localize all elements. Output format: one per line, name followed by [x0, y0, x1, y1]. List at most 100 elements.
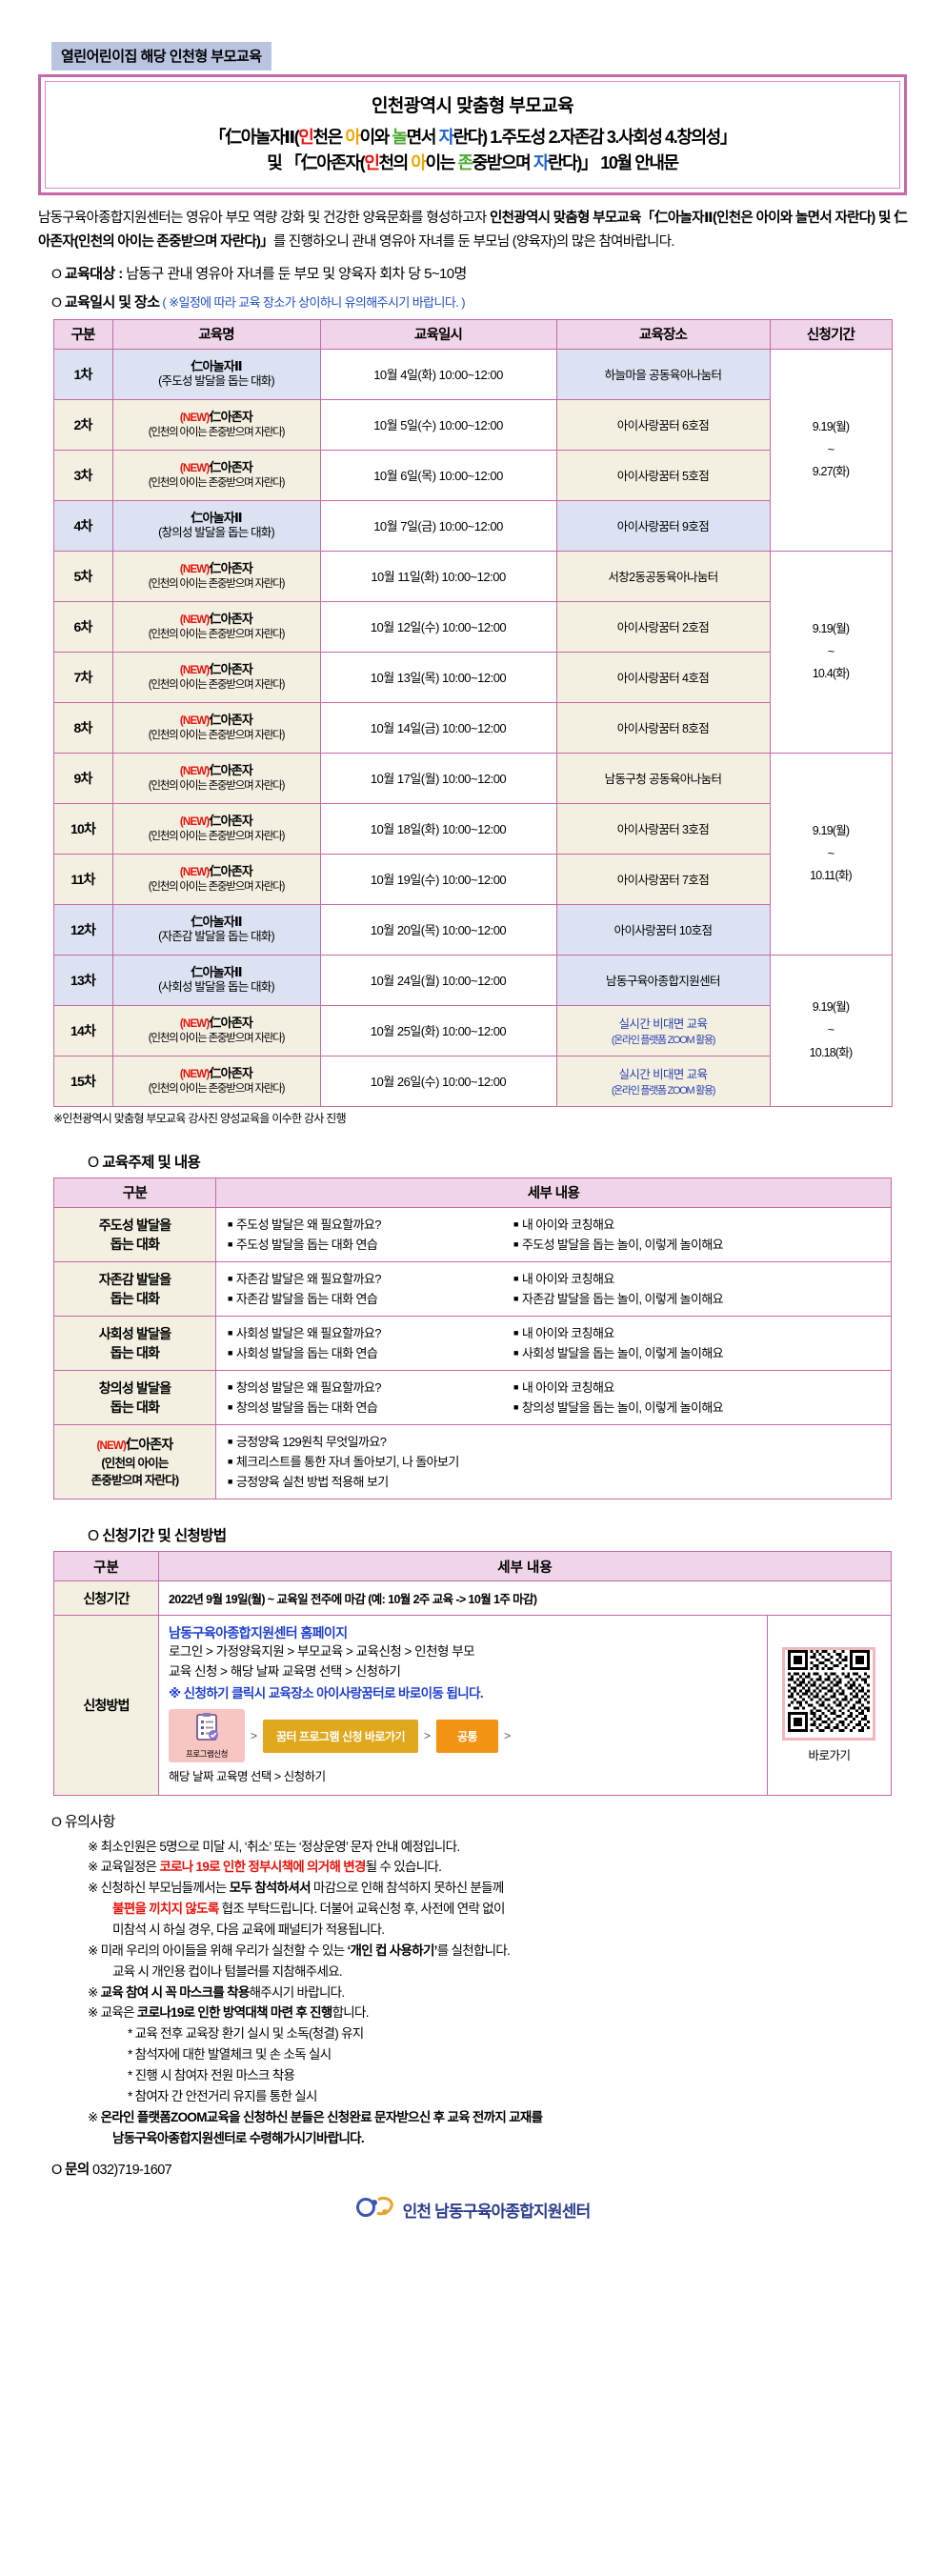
- schedule-cell-date: 10월 20일(목) 10:00~12:00: [319, 903, 557, 956]
- topics-col-b: ■ 내 아이와 코칭해요 ■ 사회성 발달을 돕는 놀이, 이렇게 놀이해요: [513, 1323, 883, 1363]
- header-tagline: 열린어린이집 해당 인천형 부모교육: [51, 42, 271, 70]
- topic-bullet: ■ 자존감 발달은 왜 필요할까요?: [228, 1271, 381, 1286]
- topic-bullet: ■ 사회성 발달은 왜 필요할까요?: [228, 1326, 381, 1341]
- schedule-row: 11차 (NEW)仁아존자 (인천의 아이는 존중받으며 자란다) 10월 19일(수…: [52, 853, 892, 905]
- program-subtitle: (주도성 발달을 돕는 대화): [158, 374, 275, 389]
- topic-bullet: ■ 자존감 발달을 돕는 놀이, 이렇게 놀이해요: [513, 1292, 724, 1307]
- schedule-cell-date: 10월 24일(월) 10:00~12:00: [319, 954, 557, 1006]
- dream-program-apply-button[interactable]: 꿈터 프로그램 신청 바로가기: [263, 1719, 418, 1753]
- schedule-cell-place: 아이사랑꿈터 5호점: [555, 449, 771, 501]
- topic-bullet: ■ 주도성 발달은 왜 필요할까요?: [228, 1217, 381, 1232]
- topic-bullet: ■ 자존감 발달을 돕는 대화 연습: [228, 1292, 378, 1307]
- notice-item: * 참석자에 대한 발열체크 및 손 소독 실시: [88, 2044, 907, 2065]
- square-bullet-icon: ■: [228, 1457, 232, 1467]
- common-button[interactable]: 공통: [436, 1719, 499, 1753]
- square-bullet-icon: ■: [513, 1294, 518, 1304]
- t2-open: 「: [209, 128, 227, 147]
- program-name: 仁아놀자Ⅱ: [191, 510, 242, 525]
- topics-row: 창의성 발달을 돕는 대화 ■ 창의성 발달은 왜 필요할까요? ■ 창의성 발달을 돕는…: [53, 1370, 892, 1426]
- topics-key-l3: 존중받으며 자란다): [90, 1474, 179, 1488]
- notice-mark: ※: [88, 1881, 101, 1896]
- t3-red: 인: [364, 153, 380, 172]
- t3-a: 仁아존자(: [300, 153, 366, 172]
- program-subtitle: (인천의 아이는 존중받으며 자란다): [148, 427, 286, 439]
- topics-key-l2: 돕는 대화: [110, 1291, 160, 1307]
- topics-key-l2: (인천의 아이는: [101, 1457, 169, 1471]
- apply-period-value: 2022년 9월 19일(월) ~ 교육일 전주에 마감 (예: 10월 2주 …: [158, 1580, 892, 1617]
- topic-bullet: ■ 창의성 발달은 왜 필요할까요?: [228, 1380, 381, 1396]
- topics-key: 창의성 발달을 돕는 대화: [53, 1370, 216, 1426]
- new-badge: (NEW): [179, 412, 210, 424]
- topics-value: ■ 사회성 발달은 왜 필요할까요? ■ 사회성 발달을 돕는 대화 연습 ■ 내 아이와…: [215, 1316, 892, 1372]
- schedule-cell-date: 10월 5일(수) 10:00~12:00: [319, 398, 557, 451]
- notice-item: ※ 최소인원은 5명으로 미달 시, ‘취소’ 또는 ‘정상운영’ 문자 안내 …: [88, 1837, 907, 1858]
- topics-thead: 구분 세부 내용: [53, 1177, 892, 1208]
- schedule-col-header-3: 교육장소: [555, 318, 771, 350]
- schedule-cell-no: 15차: [52, 1055, 113, 1107]
- notice-text: 를 실천합니다.: [436, 1942, 511, 1958]
- topic-bullet: ■ 내 아이와 코칭해요: [513, 1380, 614, 1396]
- schedule-cell-no: 13차: [52, 954, 113, 1006]
- schedule-cell-name: (NEW)仁아존자 (인천의 아이는 존중받으며 자란다): [111, 449, 321, 501]
- title-inner: 인천광역시 맞춤형 부모교육 「仁아놀자Ⅱ(인천은 아이와 놀면서 자란다) 1…: [45, 81, 900, 189]
- program-subtitle: (인천의 아이는 존중받으며 자란다): [148, 881, 286, 894]
- contact-label: 문의: [65, 2162, 90, 2178]
- flow-arrow-1: >: [251, 1729, 258, 1743]
- program-subtitle: (인천의 아이는 존중받으며 자란다): [148, 629, 286, 641]
- t2-b: 천은: [312, 128, 346, 147]
- contact-mark: O: [51, 2162, 62, 2178]
- schedule-cell-place: 아이사랑꿈터 9호점: [555, 499, 771, 552]
- topics-key-l1: 사회성 발달을: [98, 1325, 171, 1341]
- notice-text: 교육일정은: [100, 1860, 160, 1875]
- program-name: 仁아존자: [209, 1065, 253, 1080]
- t2-red: 인: [298, 128, 314, 147]
- schedule-row: 4차 仁아놀자Ⅱ (창의성 발달을 돕는 대화) 10월 7일(금) 10:00~12…: [52, 499, 892, 552]
- notice-text: * 참여자 간 안전거리 유지를 통한 실시: [128, 2088, 317, 2103]
- topics-tbody: 주도성 발달을 돕는 대화 ■ 주도성 발달은 왜 필요할까요? ■ 주도성 발달을 돕는…: [53, 1206, 892, 1500]
- apply-tilde: ~: [827, 846, 834, 860]
- notice-text: 교육은: [100, 2005, 137, 2021]
- schedule-cell-name: (NEW)仁아존자 (인천의 아이는 존중받으며 자란다): [111, 398, 321, 451]
- program-subtitle: (인천의 아이는 존중받으며 자란다): [148, 730, 286, 742]
- schedule-cell-date: 10월 19일(수) 10:00~12:00: [319, 853, 557, 905]
- schedule-row: 13차 仁아놀자Ⅱ (사회성 발달을 돕는 대화) 10월 24일(월) 10:00~…: [52, 954, 893, 1107]
- schedule-cell-name: (NEW)仁아존자 (인천의 아이는 존중받으며 자란다): [111, 600, 321, 653]
- square-bullet-icon: ■: [228, 1402, 232, 1413]
- program-name: 仁아존자: [209, 611, 253, 626]
- notice-item: * 교육 전후 교육장 환기 실시 및 소독(청결) 유지: [88, 2023, 907, 2044]
- schedule-row: 1차 仁아놀자Ⅱ (주도성 발달을 돕는 대화) 10월 4일(화) 10:00~12…: [52, 348, 893, 552]
- square-bullet-icon: ■: [228, 1348, 232, 1358]
- apply-table: 구분 세부 내용 신청기간 2022년 9월 19일(월) ~ 교육일 전주에 …: [53, 1551, 893, 1796]
- apply-heading: O 신청기간 및 신청방법: [38, 1524, 907, 1545]
- topics-two-columns: ■ 창의성 발달은 왜 필요할까요? ■ 창의성 발달을 돕는 대화 연습 ■ 내 아이와…: [228, 1378, 883, 1418]
- topics-key-l2: 돕는 대화: [110, 1399, 160, 1416]
- intro-p2: 를 진행하오니 관내 영유아 자녀를 둔 부모님 (양육자)의 많은 참여바랍니…: [272, 233, 674, 250]
- topics-row-respect: (NEW)仁아존자 (인천의 아이는 존중받으며 자란다) ■ 긍정양육 129원칙 무…: [53, 1424, 892, 1500]
- program-apply-card[interactable]: 프로그램신청: [169, 1709, 245, 1763]
- schedule-cell-date: 10월 14일(금) 10:00~12:00: [319, 701, 557, 754]
- qr-caption: 바로가기: [808, 1749, 851, 1762]
- square-bullet-icon: ■: [513, 1218, 518, 1229]
- notice-text: 협조 부탁드립니다. 더불어 교육신청 후, 사전에 연락 없이: [218, 1902, 506, 1917]
- topics-heading-mark: O: [88, 1154, 99, 1171]
- notice-item: ※ 신청하신 부모님들께서는 모두 참석하셔서 마감으로 인해 참석하지 못하신…: [88, 1878, 907, 1899]
- schedule-cell-place: 서창2동공동육아나눔터: [555, 550, 771, 602]
- schedule-cell-name: 仁아놀자Ⅱ (창의성 발달을 돕는 대화): [111, 499, 321, 552]
- apply-end: 10.11(화): [810, 869, 853, 883]
- schedule-cell-name: (NEW)仁아존자 (인천의 아이는 존중받으며 자란다): [111, 752, 321, 804]
- topics-table: 구분 세부 내용 주도성 발달을 돕는 대화 ■ 주도성 발달은 왜 필요할까요? ■ 주도…: [53, 1177, 892, 1500]
- topics-key: 주도성 발달을 돕는 대화: [53, 1206, 216, 1262]
- qr-code-icon[interactable]: [782, 1647, 876, 1741]
- topic-bullet: ■ 내 아이와 코칭해요: [513, 1217, 614, 1232]
- schedule-cell-date: 10월 25일(화) 10:00~12:00: [319, 1004, 557, 1057]
- schedule-cell-no: 1차: [52, 348, 113, 400]
- schedule-cell-no: 9차: [52, 752, 113, 804]
- apply-heading-text: 신청기간 및 신청방법: [102, 1528, 227, 1545]
- t2-e: 란다): [452, 128, 488, 147]
- notice-mark: ※: [88, 2005, 101, 2021]
- t2-f: 1.주도성 2.자존감 3.사회성 4.창의성: [486, 128, 721, 147]
- apply-thead: 구분 세부 내용: [53, 1551, 892, 1582]
- square-bullet-icon: ■: [513, 1273, 518, 1283]
- program-subtitle: (인천의 아이는 존중받으며 자란다): [148, 578, 286, 591]
